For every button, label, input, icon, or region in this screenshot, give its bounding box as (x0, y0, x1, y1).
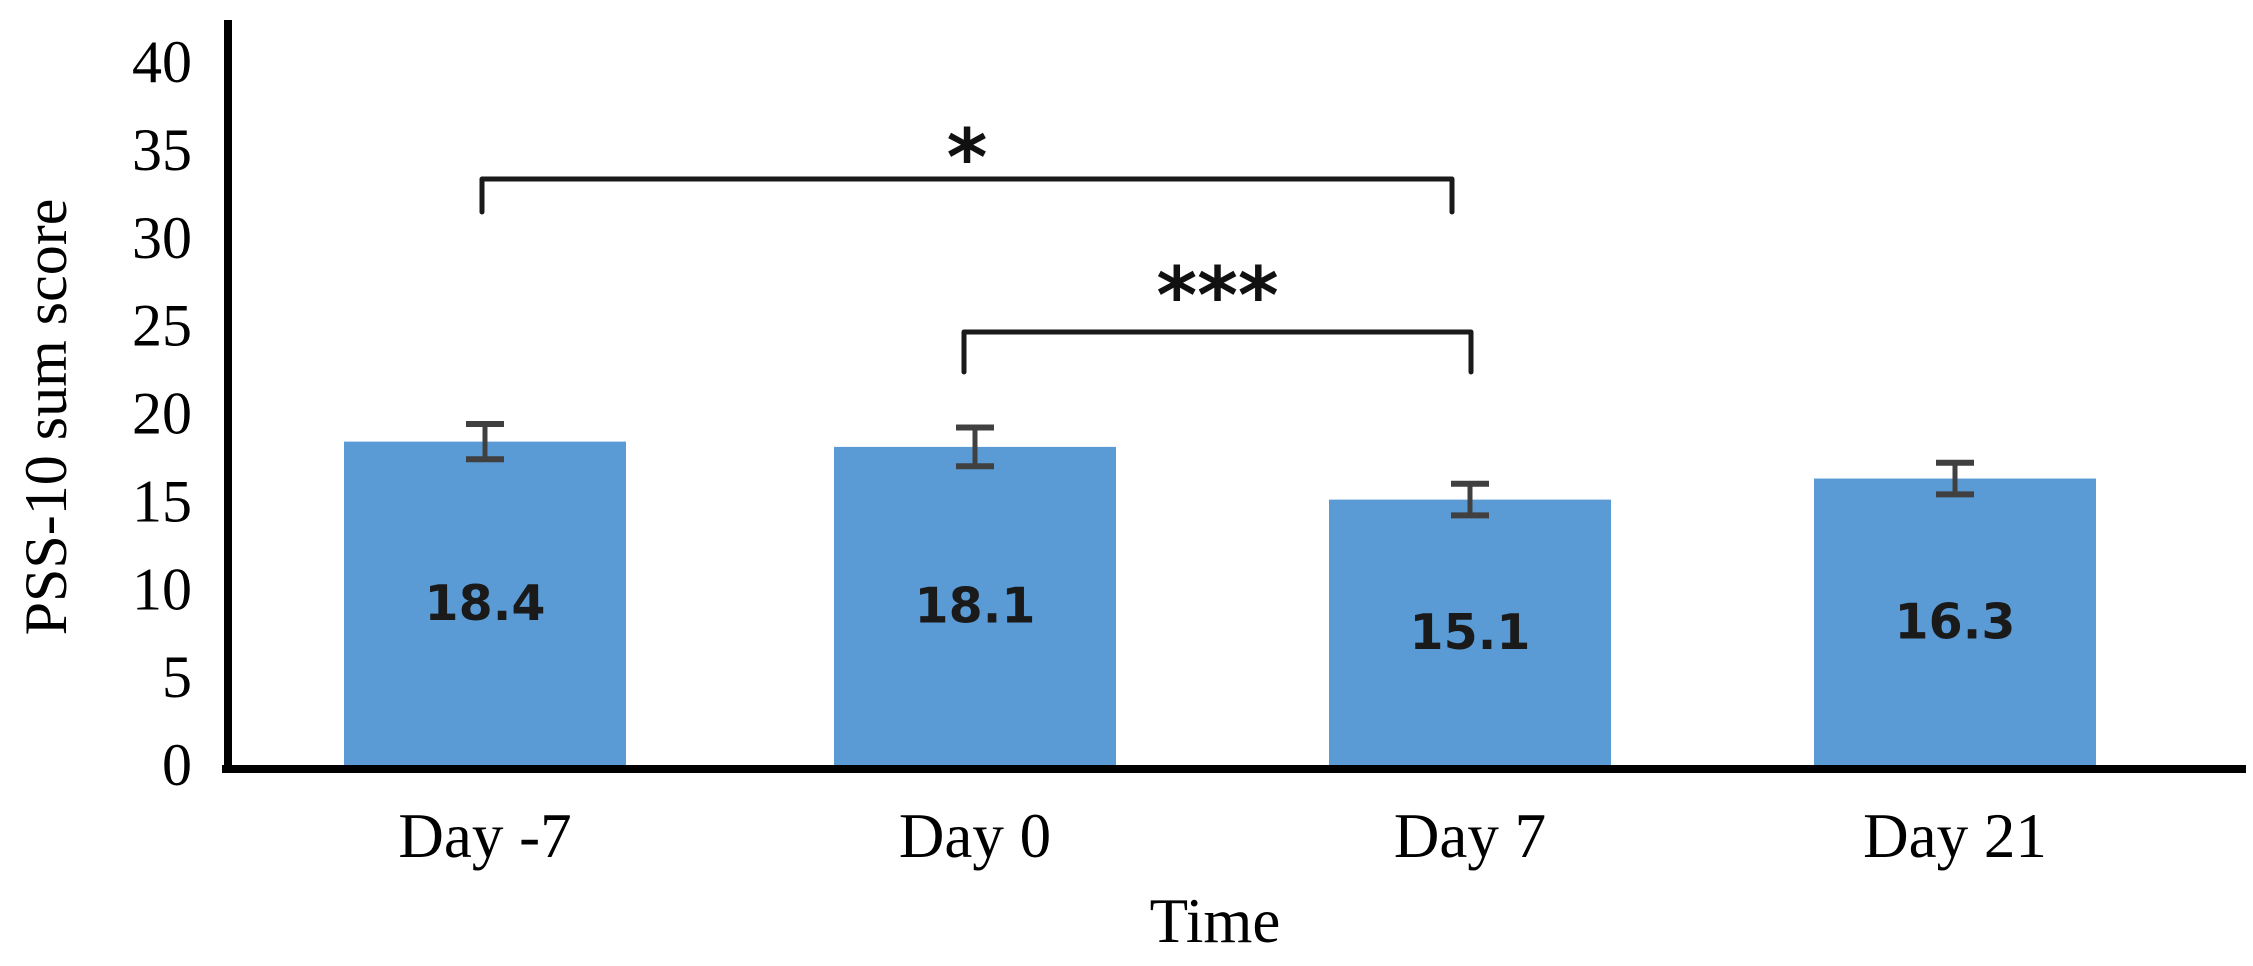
bar-day-0 (834, 446, 1116, 765)
y-axis-title: PSS-10 sum score (13, 199, 79, 636)
error-bar-day-0 (956, 424, 994, 470)
y-tick-label-30: 30 (132, 205, 192, 271)
y-tick-label-35: 35 (132, 117, 192, 183)
y-tick-label-0: 0 (162, 732, 192, 798)
x-tick-label-day-0: Day 0 (899, 801, 1051, 871)
x-tick-label-day-21: Day 21 (1863, 801, 2047, 871)
y-tick-label-10: 10 (132, 556, 192, 622)
y-tick-label-15: 15 (132, 468, 192, 534)
x-tick-label-day-7: Day 7 (1394, 801, 1546, 871)
x-tick-label-day--7: Day -7 (398, 801, 571, 871)
error-bar-day-21 (1936, 459, 1974, 498)
bar-day-21 (1814, 478, 2096, 765)
bar-day--7 (344, 441, 626, 765)
bar-value-label-day--7: 18.4 (425, 575, 546, 632)
y-tick-label-25: 25 (132, 293, 192, 359)
significance-bracket-2 (961, 329, 1474, 375)
significance-stars-2: *** (1156, 252, 1278, 342)
bar-value-label-day-0: 18.1 (915, 577, 1036, 634)
bar-value-label-day-21: 16.3 (1895, 593, 2016, 650)
y-tick-label-20: 20 (132, 381, 192, 447)
error-bar-day-7 (1451, 480, 1489, 519)
significance-bracket-1 (479, 176, 1455, 215)
significance-stars-1: * (947, 114, 988, 204)
x-axis-title: Time (1150, 886, 1281, 956)
bar-value-label-day-7: 15.1 (1410, 604, 1531, 661)
y-tick-label-40: 40 (132, 29, 192, 95)
bar-day-7 (1329, 499, 1611, 765)
error-bar-day--7 (466, 421, 504, 463)
y-tick-label-5: 5 (162, 644, 192, 710)
